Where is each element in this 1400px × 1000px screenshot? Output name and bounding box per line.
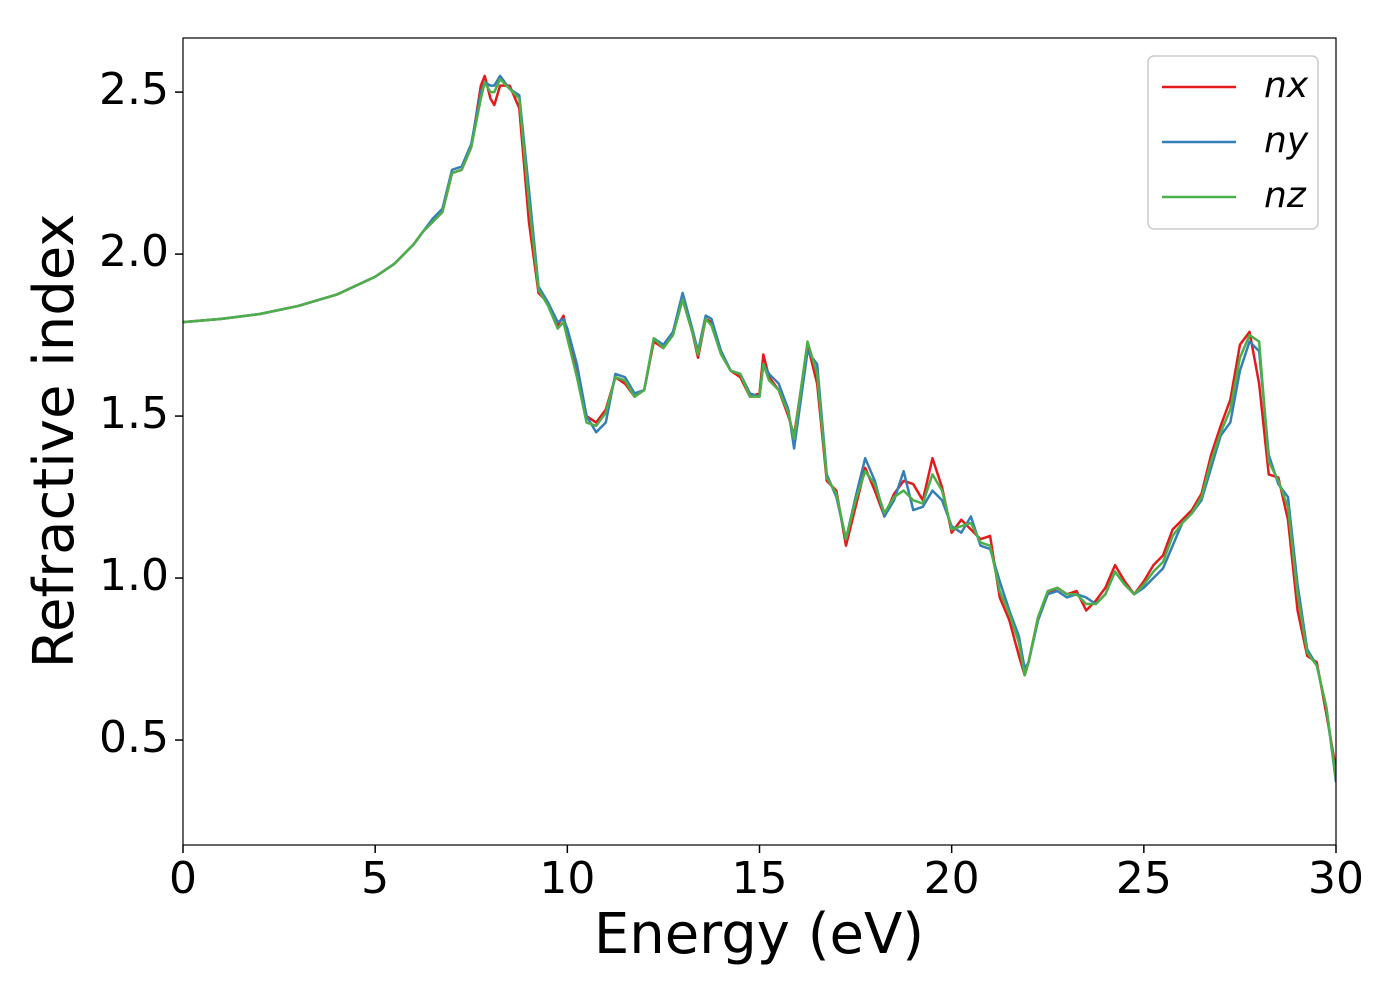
y-tick-label: 1.5	[99, 388, 169, 439]
legend-label: ny	[1264, 120, 1309, 161]
x-tick-label: 30	[1308, 853, 1364, 904]
legend: nx ny nz	[1147, 55, 1319, 230]
series-line	[183, 77, 1336, 780]
x-tick-label: 20	[924, 853, 980, 904]
y-axis-label: Refractive index	[22, 214, 87, 669]
plot-frame	[182, 37, 1337, 846]
y-tick-label: 0.5	[99, 712, 169, 763]
legend-label: nx	[1264, 65, 1309, 106]
x-tick-label: 25	[1116, 853, 1172, 904]
y-tick-label: 2.5	[99, 64, 169, 115]
x-tick-label: 15	[732, 853, 788, 904]
x-tick-label: 5	[361, 853, 389, 904]
y-tick-label: 2.0	[99, 226, 169, 277]
x-tick-label: 0	[169, 853, 197, 904]
x-tick-label: 10	[539, 853, 595, 904]
legend-label: nz	[1264, 175, 1307, 216]
y-tick-label: 1.0	[99, 550, 169, 601]
x-axis-label: Energy (eV)	[594, 902, 924, 967]
